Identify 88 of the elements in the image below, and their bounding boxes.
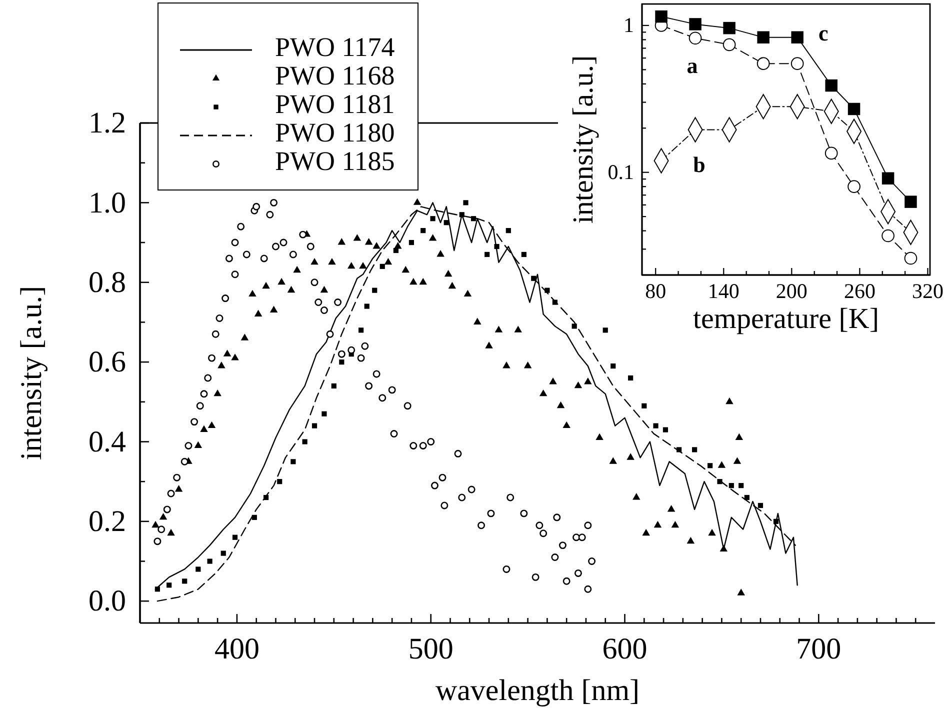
point <box>882 229 894 242</box>
point <box>791 31 804 44</box>
point <box>312 423 318 428</box>
x-tick-label: 200 <box>776 278 808 303</box>
y-axis-title: intensity [a.u.] <box>14 286 48 460</box>
point <box>602 328 608 333</box>
y-tick-label: 0.1 <box>608 160 634 184</box>
y-tick-label: 0.4 <box>88 425 126 458</box>
point <box>166 582 172 588</box>
series-label: a <box>686 53 698 78</box>
point <box>393 248 398 254</box>
point <box>339 359 344 365</box>
point <box>506 228 511 234</box>
x-tick-label: 600 <box>602 632 648 666</box>
y-tick-label: 1.2 <box>88 106 126 140</box>
point <box>689 18 702 30</box>
point <box>358 328 364 333</box>
point <box>825 79 838 92</box>
point <box>723 22 736 34</box>
point <box>430 216 436 222</box>
point <box>521 252 526 258</box>
x-axis-title: temperature [K] <box>693 303 879 335</box>
point <box>904 252 918 265</box>
y-tick-label: 1.0 <box>88 186 126 220</box>
x-tick-label: 500 <box>408 632 454 666</box>
point <box>790 57 804 70</box>
y-tick-label: 0.2 <box>88 505 126 538</box>
point <box>154 586 160 592</box>
point <box>904 196 917 208</box>
x-tick-label: 400 <box>214 632 260 666</box>
point <box>722 38 736 52</box>
point <box>494 244 500 250</box>
point <box>302 439 308 444</box>
point <box>470 216 476 222</box>
point <box>738 483 744 488</box>
point <box>848 102 860 116</box>
point <box>642 403 647 408</box>
series-label: c <box>818 20 828 46</box>
y-tick-label: 0.6 <box>88 346 126 379</box>
x-tick-label: 260 <box>844 278 876 303</box>
legend-label: PWO 1181 <box>275 89 395 120</box>
point <box>380 264 385 269</box>
y-tick-label: 0.8 <box>88 266 126 299</box>
point <box>220 550 226 556</box>
point <box>848 180 860 193</box>
point <box>757 31 770 44</box>
point <box>463 200 468 206</box>
point <box>484 252 490 258</box>
point <box>688 32 702 45</box>
point <box>182 578 188 584</box>
x-tick-label: 80 <box>645 278 666 303</box>
series-label: b <box>693 152 706 177</box>
point <box>756 57 770 70</box>
point <box>653 423 658 428</box>
y-tick-label: 1 <box>624 13 634 38</box>
x-tick-label: 700 <box>796 632 842 666</box>
legend-label: PWO 1185 <box>275 146 395 176</box>
x-axis-title: wavelength [nm] <box>435 674 640 707</box>
point <box>610 363 616 369</box>
x-tick-label: 320 <box>912 278 944 303</box>
point <box>824 146 838 160</box>
point <box>232 534 238 540</box>
point <box>708 463 713 468</box>
y-axis-title: intensity [a.u.] <box>568 55 600 224</box>
point <box>628 375 634 381</box>
point <box>420 228 426 234</box>
x-tick-label: 140 <box>708 278 740 303</box>
point <box>655 10 668 23</box>
point <box>372 288 378 293</box>
point <box>728 483 734 488</box>
point <box>322 411 327 416</box>
point <box>662 427 668 432</box>
point <box>207 558 212 564</box>
point <box>758 502 764 508</box>
legend-label: PWO 1180 <box>275 118 395 148</box>
point <box>692 447 698 452</box>
point <box>331 383 336 388</box>
point <box>364 304 370 309</box>
point <box>196 566 201 572</box>
y-tick-label: 0.0 <box>88 584 126 618</box>
point <box>290 459 296 464</box>
point <box>277 479 282 484</box>
legend-label: PWO 1168 <box>275 60 395 91</box>
point <box>773 518 779 524</box>
point <box>882 172 894 184</box>
legend-label: PWO 1174 <box>275 32 396 62</box>
point <box>408 240 414 246</box>
point <box>444 220 449 226</box>
